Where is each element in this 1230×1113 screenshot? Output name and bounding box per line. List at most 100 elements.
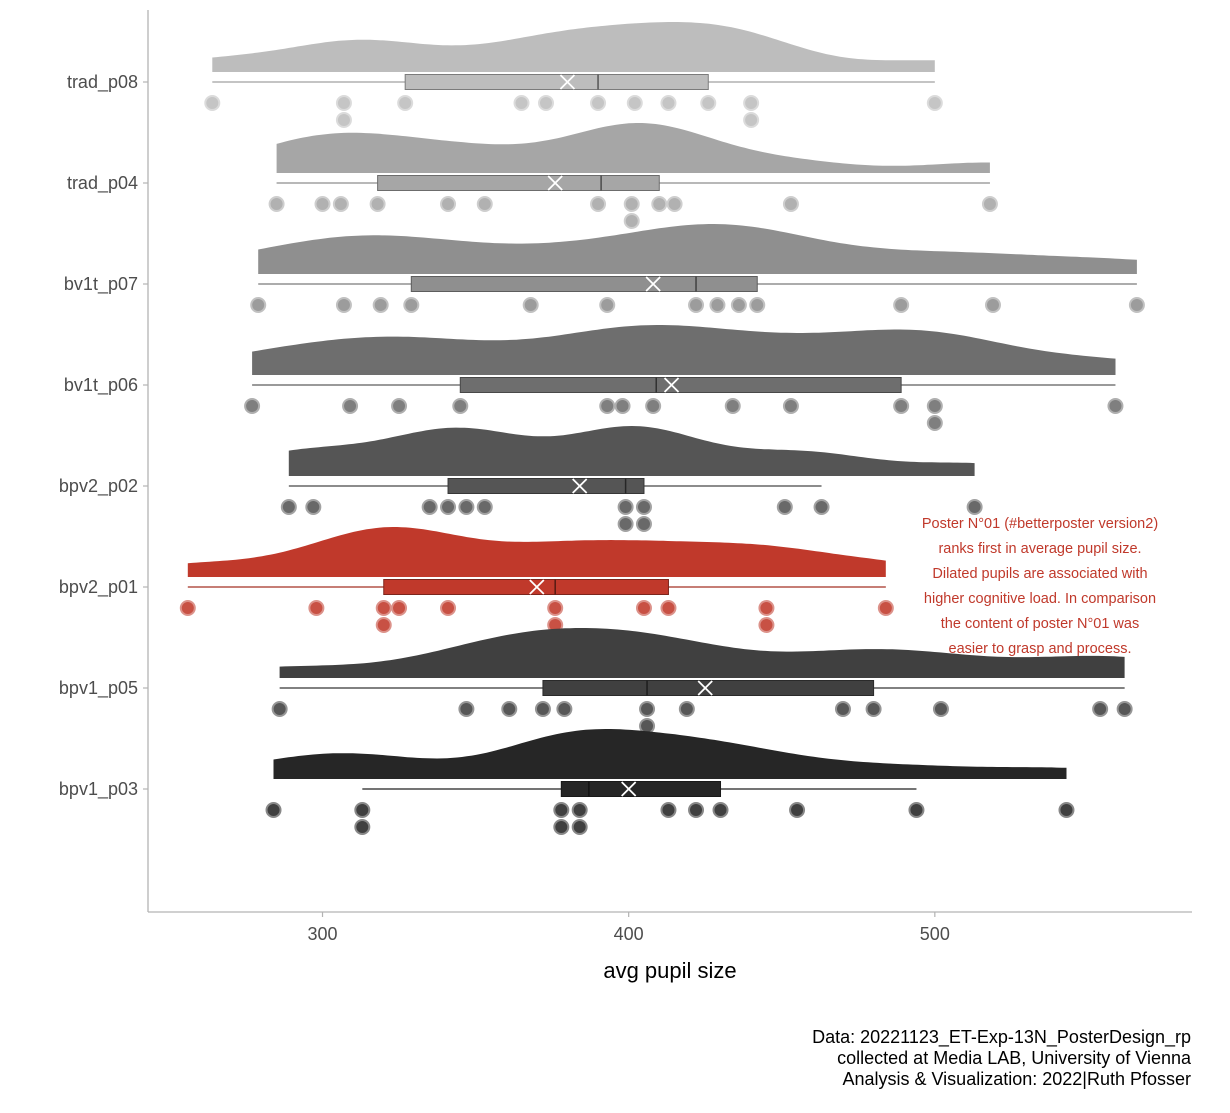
data-point-bpv2_p01: [635, 600, 652, 616]
data-point-bpv2_p02: [421, 499, 438, 515]
data-point-bpv1_p05: [865, 701, 882, 717]
data-point-bpv2_p02: [635, 516, 652, 532]
data-point-trad_p04: [981, 196, 998, 212]
mean-marker-trad_p08: [559, 74, 576, 90]
annotation-line: the content of poster N°01 was: [941, 616, 1139, 632]
data-point-trad_p04: [782, 196, 799, 212]
group-bv1t_p06: [244, 325, 1124, 431]
data-point-trad_p08: [660, 95, 677, 111]
data-point-trad_p04: [623, 196, 640, 212]
data-point-bv1t_p06: [724, 398, 741, 414]
group-bv1t_p07: [250, 224, 1145, 313]
data-point-trad_p08: [700, 95, 717, 111]
annotation-line: ranks first in average pupil size.: [938, 541, 1141, 557]
data-point-bpv2_p01: [375, 617, 392, 633]
box-trad_p04: [377, 175, 660, 191]
data-point-bv1t_p06: [391, 398, 408, 414]
data-point-trad_p08: [204, 95, 221, 111]
data-point-trad_p04: [369, 196, 386, 212]
data-point-trad_p08: [626, 95, 643, 111]
data-point-bv1t_p07: [688, 297, 705, 313]
data-point-trad_p04: [666, 196, 683, 212]
data-point-trad_p08: [743, 112, 760, 128]
data-point-bv1t_p07: [1128, 297, 1145, 313]
density-cloud-bpv1_p03: [273, 729, 1067, 779]
data-point-trad_p08: [743, 95, 760, 111]
data-point-bpv1_p05: [639, 701, 656, 717]
y-tick-label: bpv1_p03: [59, 779, 138, 800]
data-point-bpv2_p02: [635, 499, 652, 515]
mean-marker-bpv1_p05: [697, 680, 713, 696]
data-point-trad_p04: [651, 196, 668, 212]
mean-marker-trad_p04: [547, 175, 563, 191]
box-bpv2_p02: [447, 478, 645, 494]
box-bpv1_p03: [560, 781, 722, 797]
box-trad_p08: [404, 74, 709, 90]
x-tick-label: 500: [920, 924, 950, 944]
data-point-trad_p04: [623, 213, 640, 229]
data-point-bpv2_p02: [440, 499, 457, 515]
caption-line: Data: 20221123_ET-Exp-13N_PosterDesign_r…: [812, 1027, 1191, 1048]
density-cloud-trad_p08: [212, 22, 935, 72]
group-bpv2_p01: [179, 527, 894, 633]
data-point-bpv1_p05: [1116, 701, 1133, 717]
data-point-bv1t_p06: [926, 398, 943, 414]
density-cloud-bv1t_p07: [258, 224, 1137, 274]
data-point-bv1t_p07: [250, 297, 267, 313]
data-point-bpv2_p02: [305, 499, 322, 515]
data-point-trad_p08: [590, 95, 607, 111]
data-point-bpv2_p02: [966, 499, 983, 515]
data-point-bpv2_p01: [758, 617, 775, 633]
box-bv1t_p07: [410, 276, 758, 292]
data-point-bpv1_p05: [271, 701, 288, 717]
caption: Data: 20221123_ET-Exp-13N_PosterDesign_r…: [812, 1027, 1192, 1089]
data-point-bpv1_p05: [678, 701, 695, 717]
data-point-bpv1_p03: [265, 802, 282, 818]
data-point-bpv1_p03: [660, 802, 677, 818]
data-point-bv1t_p07: [749, 297, 766, 313]
data-point-trad_p04: [590, 196, 607, 212]
density-cloud-bpv2_p02: [288, 426, 975, 476]
data-point-bpv2_p01: [308, 600, 325, 616]
data-point-bpv2_p02: [813, 499, 830, 515]
mean-marker-bv1t_p06: [663, 377, 680, 393]
data-point-bpv2_p01: [391, 600, 408, 616]
y-tick-label: bpv2_p02: [59, 476, 138, 497]
data-point-bv1t_p07: [403, 297, 420, 313]
data-point-bpv1_p03: [688, 802, 705, 818]
data-point-bv1t_p07: [372, 297, 389, 313]
data-point-bv1t_p06: [342, 398, 359, 414]
data-point-trad_p08: [335, 112, 352, 128]
y-tick-label: bv1t_p07: [64, 274, 138, 295]
data-point-bpv1_p03: [553, 819, 570, 835]
data-point-bv1t_p06: [926, 415, 943, 431]
data-point-trad_p04: [440, 196, 457, 212]
data-point-bpv2_p01: [660, 600, 677, 616]
data-point-trad_p08: [335, 95, 352, 111]
data-point-bpv1_p05: [556, 701, 573, 717]
y-axis-ticks: trad_p08 trad_p04 bv1t_p07 bv1t_p06 bpv2_p02…: [59, 72, 148, 800]
data-point-bpv1_p05: [534, 701, 551, 717]
y-tick-label: bpv1_p05: [59, 678, 138, 699]
data-point-trad_p08: [926, 95, 943, 111]
caption-line: collected at Media LAB, University of Vi…: [837, 1048, 1192, 1068]
annotation-line: Dilated pupils are associated with: [932, 566, 1147, 582]
y-tick-label: trad_p08: [67, 72, 138, 93]
data-point-bpv1_p03: [908, 802, 925, 818]
x-tick-label: 300: [307, 924, 337, 944]
data-point-bpv1_p03: [354, 802, 371, 818]
data-point-bpv1_p03: [571, 819, 588, 835]
data-point-trad_p08: [397, 95, 414, 111]
group-bpv1_p05: [271, 628, 1133, 734]
y-tick-label: bpv2_p01: [59, 577, 138, 598]
data-point-trad_p08: [538, 95, 555, 111]
data-point-bv1t_p07: [730, 297, 747, 313]
data-point-bpv1_p05: [834, 701, 851, 717]
data-point-bv1t_p06: [244, 398, 261, 414]
density-cloud-bpv2_p01: [187, 527, 886, 577]
box-bpv1_p05: [542, 680, 875, 696]
data-point-bpv1_p05: [932, 701, 949, 717]
x-axis-title: avg pupil size: [603, 958, 736, 983]
data-point-trad_p04: [476, 196, 493, 212]
